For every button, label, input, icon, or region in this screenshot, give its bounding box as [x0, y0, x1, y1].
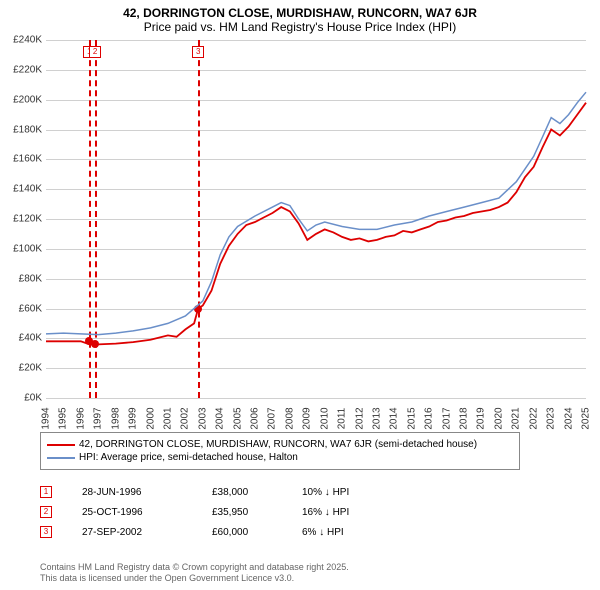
x-axis-label: 2000: [145, 407, 156, 429]
x-axis-label: 2020: [493, 407, 504, 429]
x-axis-label: 2014: [389, 407, 400, 429]
transaction-date: 28-JUN-1996: [82, 487, 212, 498]
x-axis-label: 2007: [267, 407, 278, 429]
series-line: [46, 92, 586, 334]
legend-label: 42, DORRINGTON CLOSE, MURDISHAW, RUNCORN…: [79, 439, 477, 450]
transaction-delta: 10% ↓ HPI: [302, 487, 392, 498]
y-axis-label: £40K: [2, 333, 42, 344]
x-axis-label: 1996: [75, 407, 86, 429]
x-axis-label: 2011: [337, 408, 348, 430]
legend-item: HPI: Average price, semi-detached house,…: [47, 452, 513, 463]
y-axis-label: £220K: [2, 64, 42, 75]
transaction-price: £38,000: [212, 487, 302, 498]
transaction-marker: 2: [40, 506, 52, 518]
y-axis-label: £0K: [2, 393, 42, 404]
legend: 42, DORRINGTON CLOSE, MURDISHAW, RUNCORN…: [40, 432, 520, 470]
x-axis-label: 2002: [180, 407, 191, 429]
x-axis-label: 1994: [41, 407, 52, 429]
x-axis-label: 2009: [302, 407, 313, 429]
x-axis-label: 2013: [371, 407, 382, 429]
x-axis-label: 1998: [110, 407, 121, 429]
series-line: [46, 103, 586, 345]
legend-label: HPI: Average price, semi-detached house,…: [79, 452, 298, 463]
y-axis-label: £200K: [2, 94, 42, 105]
x-axis-label: 2025: [581, 407, 592, 429]
x-axis-label: 1997: [93, 407, 104, 429]
y-axis-label: £120K: [2, 214, 42, 225]
transaction-price: £60,000: [212, 527, 302, 538]
legend-swatch: [47, 444, 75, 446]
x-axis-label: 2010: [319, 407, 330, 429]
chart-subtitle: Price paid vs. HM Land Registry's House …: [0, 20, 600, 34]
y-axis-label: £80K: [2, 273, 42, 284]
y-axis-label: £140K: [2, 184, 42, 195]
transaction-delta: 16% ↓ HPI: [302, 507, 392, 518]
x-axis-label: 2017: [441, 407, 452, 429]
transaction-date: 27-SEP-2002: [82, 527, 212, 538]
x-axis-label: 2008: [284, 407, 295, 429]
y-axis-label: £160K: [2, 154, 42, 165]
x-axis-label: 2006: [250, 407, 261, 429]
x-axis-label: 2023: [546, 407, 557, 429]
x-axis-label: 2016: [424, 407, 435, 429]
chart-title: 42, DORRINGTON CLOSE, MURDISHAW, RUNCORN…: [0, 0, 600, 20]
transaction-delta: 6% ↓ HPI: [302, 527, 392, 538]
x-axis-label: 2018: [459, 407, 470, 429]
legend-item: 42, DORRINGTON CLOSE, MURDISHAW, RUNCORN…: [47, 439, 513, 450]
gridline: [46, 398, 586, 399]
transaction-table: 1 28-JUN-1996£38,00010% ↓ HPI 2 25-OCT-1996…: [40, 482, 392, 542]
transaction-row: 3 27-SEP-2002£60,0006% ↓ HPI: [40, 522, 392, 542]
x-axis-label: 2024: [563, 407, 574, 429]
chart-area: £0K£20K£40K£60K£80K£100K£120K£140K£160K£…: [46, 40, 586, 398]
y-axis-label: £240K: [2, 35, 42, 46]
x-axis-label: 2004: [215, 407, 226, 429]
x-axis-label: 2001: [162, 407, 173, 429]
legend-swatch: [47, 457, 75, 459]
x-axis-label: 2003: [197, 407, 208, 429]
transaction-price: £35,950: [212, 507, 302, 518]
x-axis-label: 2005: [232, 407, 243, 429]
y-axis-label: £180K: [2, 124, 42, 135]
y-axis-label: £20K: [2, 363, 42, 374]
x-axis-label: 2015: [406, 407, 417, 429]
transaction-row: 1 28-JUN-1996£38,00010% ↓ HPI: [40, 482, 392, 502]
x-axis-label: 2012: [354, 407, 365, 429]
x-axis-label: 2019: [476, 407, 487, 429]
y-axis-label: £60K: [2, 303, 42, 314]
x-axis-label: 2021: [511, 407, 522, 429]
transaction-marker: 3: [40, 526, 52, 538]
y-axis-label: £100K: [2, 243, 42, 254]
transaction-marker: 1: [40, 486, 52, 498]
transaction-row: 2 25-OCT-1996£35,95016% ↓ HPI: [40, 502, 392, 522]
x-axis-label: 1999: [128, 407, 139, 429]
copyright-text: Contains HM Land Registry data © Crown c…: [40, 562, 349, 585]
transaction-date: 25-OCT-1996: [82, 507, 212, 518]
x-axis-label: 1995: [58, 407, 69, 429]
x-axis-label: 2022: [528, 407, 539, 429]
